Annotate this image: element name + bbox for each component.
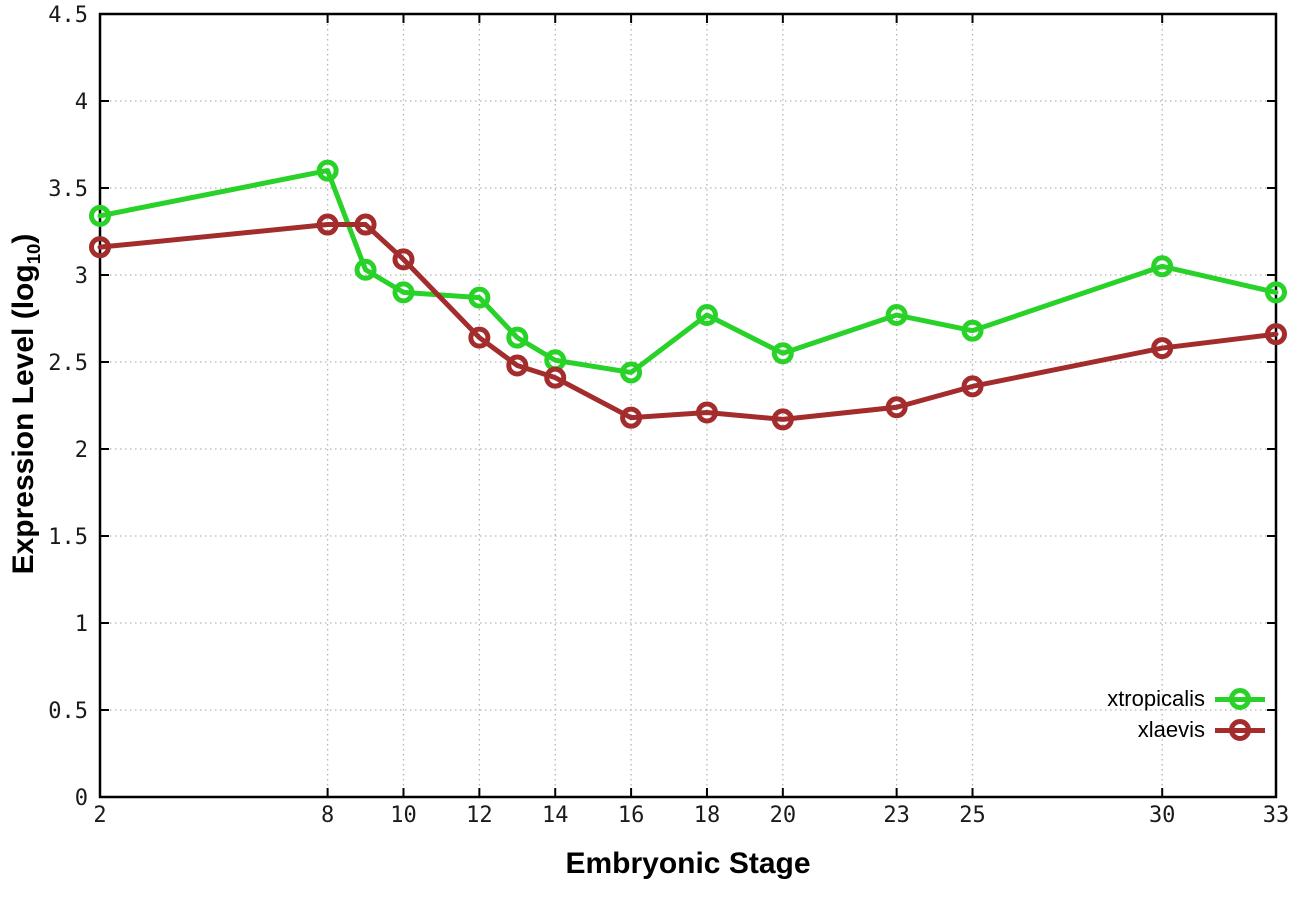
y-tick-label: 3.5 [48,177,88,202]
x-tick-label: 18 [694,803,721,828]
legend-circle-marker-icon [1229,687,1251,710]
data-point-marker-xlaevis [89,236,111,259]
legend-label-xtropicalis: xtropicalis [1107,685,1205,711]
y-axis-title-end: ) [7,233,40,244]
data-point-marker-xtropicalis [695,304,718,327]
data-point-marker-xlaevis [1151,337,1174,360]
data-point-marker-xtropicalis [620,361,643,384]
x-tick-label: 16 [618,803,645,828]
y-tick-label: 1 [75,612,88,637]
y-axis-title-subscript: 10 [23,243,44,265]
data-point-marker-xlaevis [1265,323,1287,346]
data-point-marker-xtropicalis [961,319,984,342]
legend-circle-marker-icon [1229,718,1251,741]
y-tick-label: 4 [75,90,88,115]
data-point-marker-xlaevis [354,213,377,236]
data-point-marker-xtropicalis [89,204,111,227]
y-tick-label: 2.5 [48,351,88,376]
data-point-marker-xlaevis [885,396,908,419]
legend-label-xlaevis: xlaevis [1137,716,1205,742]
data-point-marker-xlaevis [392,248,415,271]
series-line-xtropicalis [97,168,1279,375]
data-point-marker-xlaevis [620,406,643,429]
x-tick-label: 10 [390,803,417,828]
y-tick-label: 3 [75,264,88,289]
x-tick-label: 23 [883,803,910,828]
x-tick-label: 33 [1263,803,1290,828]
data-point-marker-xtropicalis [885,304,908,327]
data-point-marker-xlaevis [544,366,567,389]
legend-swatch-xlaevis [1215,718,1265,742]
data-point-marker-xlaevis [468,326,491,349]
data-point-marker-xtropicalis [354,258,377,281]
data-point-marker-xtropicalis [392,281,415,304]
data-point-marker-xtropicalis [316,159,339,182]
data-point-marker-xlaevis [771,408,794,431]
data-point-marker-xtropicalis [771,342,794,365]
data-point-marker-xtropicalis [1265,281,1287,304]
series-line-xlaevis [97,222,1279,422]
x-tick-label: 14 [542,803,569,828]
x-tick-label: 12 [466,803,493,828]
x-tick-label: 8 [321,803,334,828]
data-point-marker-xlaevis [506,354,529,377]
plot-border [98,12,1278,799]
legend: xtropicalis xlaevis [1107,684,1265,746]
y-axis-title: Expression Level (log10) [7,234,45,575]
x-tick-label: 25 [959,803,986,828]
y-tick-label: 0 [75,786,88,811]
y-tick-label: 0.5 [48,699,88,724]
legend-swatch-xtropicalis [1215,687,1265,711]
x-tick-label: 2 [93,803,106,828]
x-tick-label: 30 [1149,803,1176,828]
y-tick-label: 1.5 [48,525,88,550]
legend-row-xtropicalis: xtropicalis [1107,684,1265,713]
y-tick-label: 2 [75,438,88,463]
data-point-marker-xtropicalis [468,286,491,309]
data-point-marker-xlaevis [316,213,339,236]
x-tick-label: 20 [770,803,797,828]
x-axis-title: Embryonic Stage [565,847,811,880]
y-tick-label: 4.5 [48,3,88,28]
data-point-marker-xlaevis [695,401,718,424]
data-point-marker-xtropicalis [1151,255,1174,278]
legend-row-xlaevis: xlaevis [1138,715,1265,744]
data-point-marker-xlaevis [961,375,984,398]
data-point-marker-xtropicalis [506,326,529,349]
y-axis-title-main: Expression Level (log [7,264,40,575]
